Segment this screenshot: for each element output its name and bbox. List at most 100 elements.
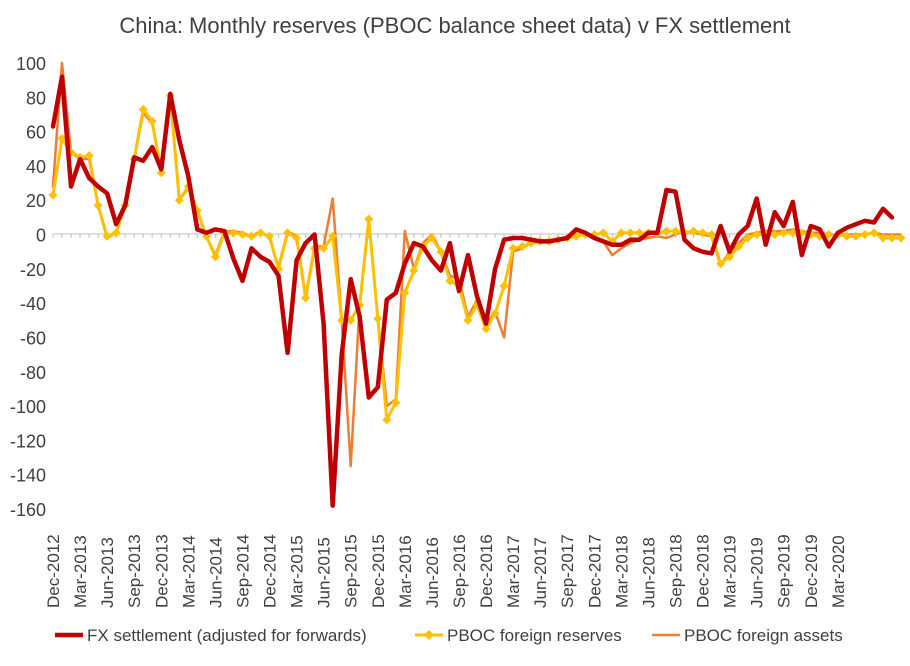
data-point-marker [84, 151, 94, 161]
y-tick-label: -20 [20, 260, 46, 280]
y-tick-label: -80 [20, 363, 46, 383]
data-point-marker [707, 230, 717, 240]
x-tick-label: Mar-2017 [504, 535, 523, 608]
x-tick-label: Dec-2018 [694, 534, 713, 608]
data-point-marker [400, 288, 410, 298]
x-tick-label: Jun-2018 [639, 537, 658, 608]
y-tick-label: 0 [36, 226, 46, 246]
data-point-marker [625, 228, 635, 238]
x-tick-label: Jun-2017 [531, 537, 550, 608]
x-tick-label: Sep-2013 [125, 534, 144, 608]
y-tick-label: -160 [10, 500, 46, 520]
data-point-marker [93, 200, 103, 210]
y-tick-label: 100 [16, 54, 46, 74]
data-point-marker [436, 247, 446, 257]
data-point-marker [409, 266, 419, 276]
data-point-marker [147, 116, 157, 126]
x-axis: Dec-2012 Mar-2013 Jun-2013 Sep-2013 Dec-2013… [44, 233, 893, 608]
data-point-marker [481, 324, 491, 334]
chart-title: China: Monthly reserves (PBOC balance sh… [119, 13, 790, 38]
data-point-marker [210, 252, 220, 262]
series-line-pboc-foreign-assets [51, 61, 903, 468]
series-line-fx-settlement-adjusted-for-forwards [50, 74, 895, 508]
data-point-marker [499, 281, 509, 291]
x-tick-label: Mar-2014 [179, 535, 198, 608]
data-point-marker [48, 190, 58, 200]
data-point-marker [616, 228, 626, 238]
data-point-marker [725, 252, 735, 262]
data-point-marker [301, 293, 311, 303]
data-point-marker [138, 104, 148, 114]
x-tick-label: Dec-2015 [369, 534, 388, 608]
x-tick-label: Jun-2016 [423, 537, 442, 608]
legend-label: FX settlement (adjusted for forwards) [87, 626, 367, 645]
data-point-marker [237, 230, 247, 240]
data-point-marker [752, 230, 762, 240]
data-point-marker [111, 228, 121, 238]
data-point-marker [490, 308, 500, 318]
data-point-marker [228, 228, 238, 238]
data-point-marker [292, 233, 302, 243]
data-point-marker [174, 195, 184, 205]
data-point-marker [887, 233, 897, 243]
y-tick-label: 40 [26, 157, 46, 177]
x-tick-label: Mar-2016 [396, 535, 415, 608]
x-tick-label: Sep-2014 [233, 534, 252, 608]
data-point-marker [463, 315, 473, 325]
y-tick-label: 60 [26, 123, 46, 143]
data-point-marker [851, 231, 861, 241]
data-point-marker [824, 230, 834, 240]
data-point-marker [319, 243, 329, 253]
data-point-marker [734, 242, 744, 252]
x-tick-label: Dec-2017 [585, 534, 604, 608]
data-point-marker [364, 214, 374, 224]
data-point-marker [328, 231, 338, 241]
data-point-marker [445, 276, 455, 286]
data-point-marker [156, 168, 166, 178]
data-point-marker [283, 228, 293, 238]
y-tick-label: -40 [20, 294, 46, 314]
data-point-marker [102, 231, 112, 241]
data-point-marker [661, 226, 671, 236]
x-tick-label: Jun-2019 [748, 537, 767, 608]
y-tick-label: -100 [10, 397, 46, 417]
y-tick-label: 20 [26, 191, 46, 211]
x-tick-label: Mar-2019 [721, 535, 740, 608]
data-point-marker [265, 231, 275, 241]
data-point-marker [788, 228, 798, 238]
y-axis: 100 80 60 40 20 0 -20 -40 -60 -80 -100 -120 -140 -160 [10, 54, 46, 520]
data-point-marker [842, 231, 852, 241]
legend-label: PBOC foreign reserves [447, 626, 622, 645]
data-point-marker [634, 228, 644, 238]
data-point-marker [391, 398, 401, 408]
x-tick-label: Sep-2017 [558, 534, 577, 608]
data-point-marker [896, 233, 906, 243]
legend: FX settlement (adjusted for forwards) PBO… [55, 626, 843, 645]
data-point-marker [427, 233, 437, 243]
data-point-marker [382, 415, 392, 425]
legend-label: PBOC foreign assets [684, 626, 843, 645]
x-tick-label: Sep-2019 [775, 534, 794, 608]
data-point-marker [346, 315, 356, 325]
data-point-marker [255, 228, 265, 238]
x-tick-label: Jun-2015 [315, 537, 334, 608]
x-tick-label: Dec-2014 [261, 534, 280, 608]
legend-marker [424, 630, 434, 640]
x-tick-label: Jun-2014 [206, 537, 225, 608]
data-point-marker [770, 230, 780, 240]
x-tick-label: Dec-2013 [152, 534, 171, 608]
data-point-marker [860, 230, 870, 240]
x-tick-label: Mar-2018 [612, 535, 631, 608]
data-point-marker [670, 226, 680, 236]
data-point-marker [689, 226, 699, 236]
x-tick-label: Sep-2015 [342, 534, 361, 608]
x-tick-label: Dec-2019 [802, 534, 821, 608]
data-point-marker [373, 314, 383, 324]
x-tick-label: Dec-2012 [44, 534, 63, 608]
x-tick-label: Mar-2013 [71, 535, 90, 608]
x-tick-label: Mar-2015 [288, 535, 307, 608]
y-tick-label: -120 [10, 431, 46, 451]
data-point-marker [779, 228, 789, 238]
